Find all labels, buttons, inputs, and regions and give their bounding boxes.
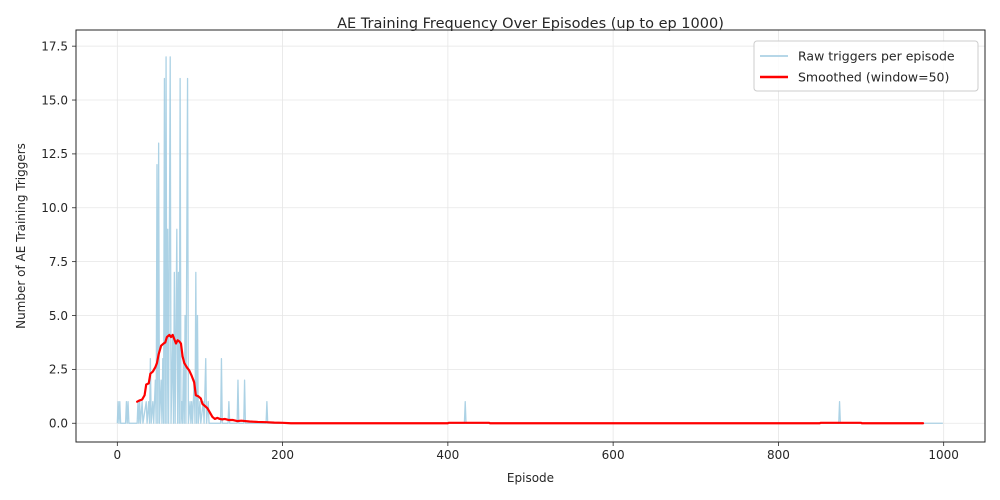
x-axis-title: Episode (507, 471, 554, 485)
x-tick-label: 400 (436, 448, 459, 462)
y-tick-label: 17.5 (41, 39, 68, 53)
smoothed-series (136, 333, 925, 425)
axis-ticks: 0 200 400 600 800 1000 0.0 2.5 5.0 7.5 10.0 12.5 15.… (41, 39, 959, 462)
y-tick-label: 7.5 (49, 255, 68, 269)
legend-raw-label: Raw triggers per episode (798, 49, 955, 64)
y-tick-label: 5.0 (49, 309, 68, 323)
x-tick-label: 600 (602, 448, 625, 462)
y-tick-label: 12.5 (41, 147, 68, 161)
y-tick-label: 0.0 (49, 417, 68, 431)
x-tick-label: 1000 (928, 448, 959, 462)
y-tick-label: 15.0 (41, 93, 68, 107)
plot-frame (75, 29, 986, 443)
raw-triggers-line (116, 56, 943, 424)
y-axis-title: Number of AE Training Triggers (14, 143, 28, 329)
raw-series (116, 56, 943, 424)
y-tick-label: 2.5 (49, 363, 68, 377)
x-tick-label: 0 (113, 448, 121, 462)
x-tick-label: 800 (767, 448, 790, 462)
legend-smoothed-label: Smoothed (window=50) (798, 70, 949, 85)
y-tick-label: 10.0 (41, 201, 68, 215)
legend: Raw triggers per episode Smoothed (windo… (753, 40, 979, 92)
chart-title: AE Training Frequency Over Episodes (up … (337, 16, 724, 32)
x-tick-label: 200 (271, 448, 294, 462)
legend-box (753, 40, 979, 92)
smoothed-line (136, 333, 925, 425)
